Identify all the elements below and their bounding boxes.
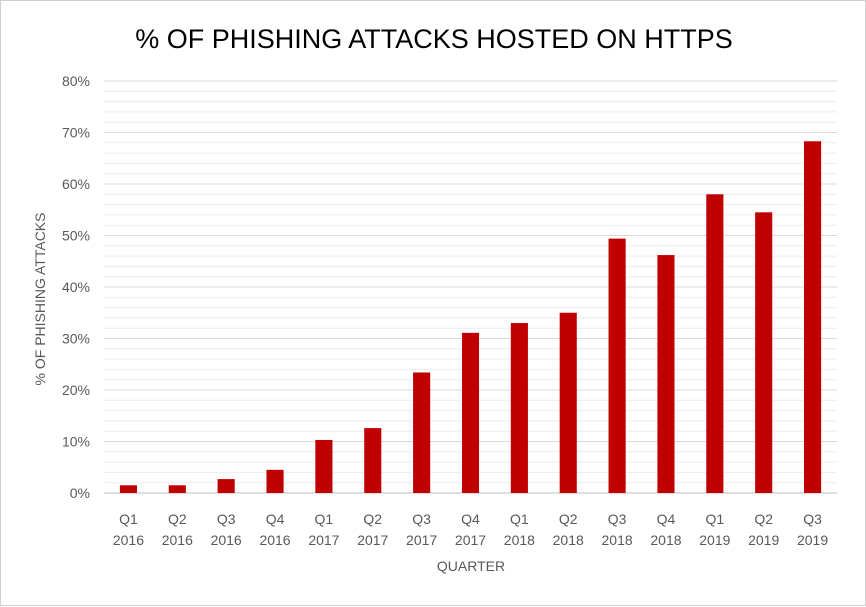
bar [119,485,137,493]
x-tick-label: Q2 2017 [357,511,388,548]
bar [804,141,822,493]
x-tick-label: Q3 2016 [211,511,242,548]
y-tick-label: 10% [62,434,90,450]
y-axis-label: % OF PHISHING ATTACKS [32,213,48,386]
bar [413,372,431,493]
chart-title: % OF PHISHING ATTACKS HOSTED ON HTTPS [135,24,733,54]
y-tick-label: 60% [62,176,90,192]
y-tick-label: 50% [62,228,90,244]
bar [461,332,480,493]
bar [657,255,675,493]
x-tick-label: Q2 2018 [553,511,584,548]
x-tick-label: Q3 2019 [797,511,828,548]
y-tick-label: 30% [62,331,90,347]
x-tick-label: Q1 2018 [504,511,535,548]
bar [559,312,577,493]
y-tick-label: 20% [62,382,90,398]
x-tick-label: Q4 2017 [455,511,486,548]
bar [755,212,773,493]
x-tick-label: Q2 2016 [162,511,193,548]
x-tick-label: Q1 2019 [699,511,730,548]
y-tick-label: 70% [62,125,90,141]
x-tick-label: Q4 2018 [650,511,681,548]
bar [217,479,235,493]
x-tick-label: Q1 2017 [308,511,339,548]
bar [168,485,186,493]
x-tick-label: Q2 2019 [748,511,779,548]
bar [364,428,382,493]
bar [510,323,528,493]
x-tick-label: Q1 2016 [113,511,144,548]
x-tick-label: Q4 2016 [259,511,290,548]
y-tick-label: 80% [62,73,90,89]
bar [608,238,626,493]
bar [266,469,284,493]
y-tick-label: 0% [70,485,90,501]
x-tick-label: Q3 2018 [602,511,633,548]
x-tick-label: Q3 2017 [406,511,437,548]
bar [315,439,333,493]
bar [706,194,724,494]
x-axis-label: QUARTER [437,558,505,574]
y-tick-label: 40% [62,279,90,295]
